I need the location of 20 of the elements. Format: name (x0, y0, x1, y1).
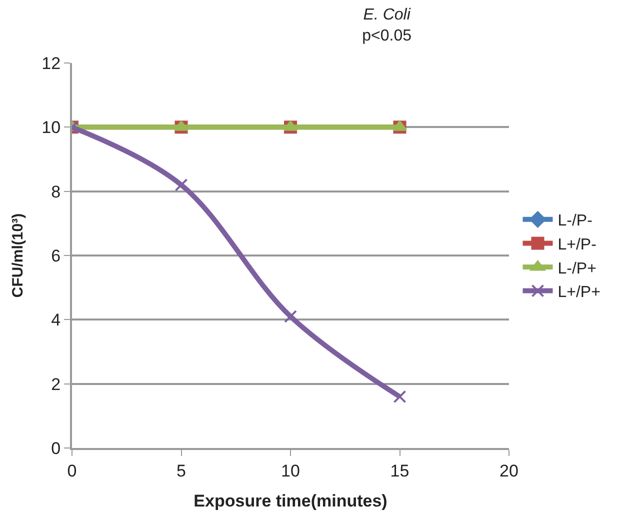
y-tick-label: 12 (42, 54, 61, 73)
x-tick-label: 0 (67, 461, 77, 480)
y-axis-title: CFU/ml(10³) (9, 213, 26, 298)
x-tick-label: 10 (281, 461, 300, 480)
legend-label: L+/P- (558, 236, 596, 254)
chart-title: E. Coli (363, 6, 411, 24)
legend-label: L+/P+ (558, 284, 600, 302)
x-tick-label: 5 (176, 461, 186, 480)
x-tick-label: 15 (390, 461, 410, 480)
y-tick-label: 10 (42, 118, 61, 138)
legend-label: L-/P+ (558, 260, 596, 278)
y-tick-label: 8 (51, 182, 61, 202)
x-axis-title: Exposure time(minutes) (194, 491, 388, 510)
y-tick-label: 4 (51, 310, 61, 330)
legend-label: L-/P- (558, 212, 592, 230)
x-tick-label: 20 (500, 461, 518, 480)
y-tick-label: 0 (51, 438, 61, 458)
chart-subtitle: p<0.05 (362, 28, 412, 45)
y-tick-label: 2 (51, 374, 61, 394)
y-tick-label: 6 (51, 246, 61, 266)
